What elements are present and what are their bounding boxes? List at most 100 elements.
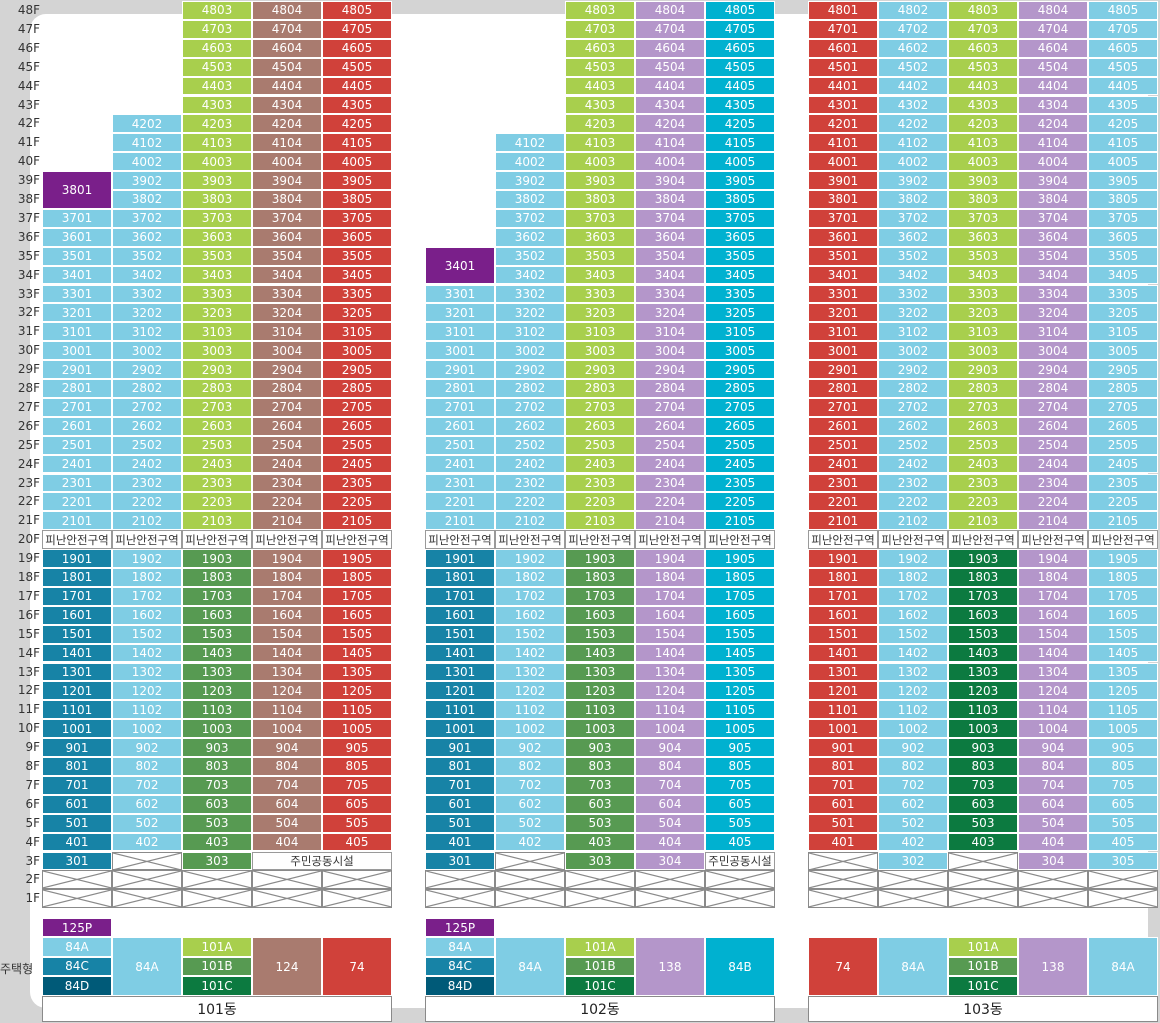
refuge-zone: 피난안전구역 [322,530,392,550]
unit-cell: 2404 [252,454,322,474]
empty-floor-cell [42,889,112,909]
unit-cell: 2402 [112,454,182,474]
floor-label: 30F [17,343,40,358]
unit-cell: 4103 [948,133,1018,153]
refuge-zone: 피난안전구역 [1018,530,1088,550]
unit-cell: 1901 [425,549,495,568]
unit-type-label: 124 [252,937,322,996]
unit-cell: 1005 [322,719,392,739]
empty-floor-cell [705,889,775,909]
floor-label: 44F [17,78,40,93]
unit-cell: 3204 [1018,303,1088,323]
unit-cell: 3705 [705,208,775,228]
unit-cell: 2801 [425,379,495,398]
unit-cell: 3004 [252,341,322,361]
unit-cell: 2501 [42,435,112,455]
unit-cell: 2804 [252,379,322,398]
unit-cell: 1802 [495,568,565,587]
empty-floor-cell [182,889,252,909]
unit-cell: 501 [425,813,495,833]
unit-cell: 1905 [322,549,392,568]
unit-cell: 504 [1018,813,1088,833]
unit-cell: 301 [425,851,495,871]
floor-label: 31F [17,324,40,339]
refuge-zone: 피난안전구역 [252,530,322,550]
unit-cell: 1604 [1018,605,1088,625]
unit-cell: 2903 [948,360,1018,379]
unit-cell: 3105 [322,322,392,342]
unit-cell: 505 [322,813,392,833]
unit-cell: 1405 [1088,643,1158,663]
unit-cell: 4604 [635,38,705,58]
unit-cell: 3602 [495,227,565,247]
floor-label: 13F [17,664,40,679]
unit-cell: 2103 [182,511,252,531]
unit-cell: 4704 [635,19,705,39]
unit-cell: 705 [705,775,775,795]
unit-cell: 2803 [182,379,252,398]
unit-cell: 3402 [878,265,948,285]
unit-cell: 2102 [878,511,948,531]
empty-floor-cell [1018,889,1088,909]
unit-cell: 1605 [1088,605,1158,625]
floor-label: 24F [17,456,40,471]
empty-floor-cell [948,851,1018,871]
unit-cell: 3202 [112,303,182,323]
unit-cell: 402 [112,832,182,852]
unit-cell: 4703 [948,19,1018,39]
unit-cell: 4705 [705,19,775,39]
unit-type-label: 74 [808,937,878,996]
unit-type-label: 84A [112,937,182,996]
unit-cell: 902 [112,738,182,757]
unit-type-label: 101A [565,937,635,957]
floor-label: 38F [17,192,40,206]
unit-cell: 1202 [495,681,565,701]
unit-cell: 4204 [635,114,705,134]
unit-cell: 1404 [635,643,705,663]
unit-cell: 305 [1088,851,1158,871]
unit-cell: 3303 [948,284,1018,304]
unit-cell: 4403 [182,76,252,96]
unit-cell: 3305 [322,284,392,304]
unit-cell: 1403 [182,643,252,663]
unit-cell: 3403 [182,265,252,285]
unit-cell: 3103 [182,322,252,342]
unit-cell: 1701 [425,586,495,606]
unit-cell: 4502 [878,57,948,77]
floor-label: 22F [17,494,40,509]
unit-cell: 1203 [182,681,252,701]
unit-cell: 1105 [705,700,775,720]
unit-cell: 804 [635,757,705,776]
unit-cell: 3604 [252,227,322,247]
unit-cell: 2401 [42,454,112,474]
unit-cell: 1801 [425,568,495,587]
unit-cell: 2205 [322,492,392,512]
unit-cell: 4203 [948,114,1018,134]
unit-cell: 1803 [948,568,1018,587]
unit-cell: 1603 [948,605,1018,625]
unit-cell: 1001 [808,719,878,739]
unit-cell: 1804 [1018,568,1088,587]
unit-cell: 503 [182,813,252,833]
unit-cell: 3703 [948,208,1018,228]
unit-cell: 3301 [425,284,495,304]
unit-type-label: 84C [425,956,495,977]
unit-cell: 1201 [42,681,112,701]
floor-label: 27F [17,399,40,414]
unit-cell: 604 [1018,794,1088,814]
unit-cell: 2901 [808,360,878,379]
floor-label: 42F [17,116,40,131]
unit-cell: 2805 [1088,379,1158,398]
unit-cell: 3502 [495,246,565,266]
unit-cell: 1304 [1018,662,1088,682]
building-name: 101동 [42,996,392,1022]
unit-cell: 3903 [182,171,252,190]
empty-floor-cell [565,889,635,909]
empty-floor-cell [1018,870,1088,890]
floor-label: 29F [17,362,40,377]
unit-cell: 605 [1088,794,1158,814]
unit-cell: 501 [808,813,878,833]
unit-cell: 2703 [948,397,1018,417]
unit-cell: 1304 [635,662,705,682]
unit-cell: 4805 [705,1,775,20]
